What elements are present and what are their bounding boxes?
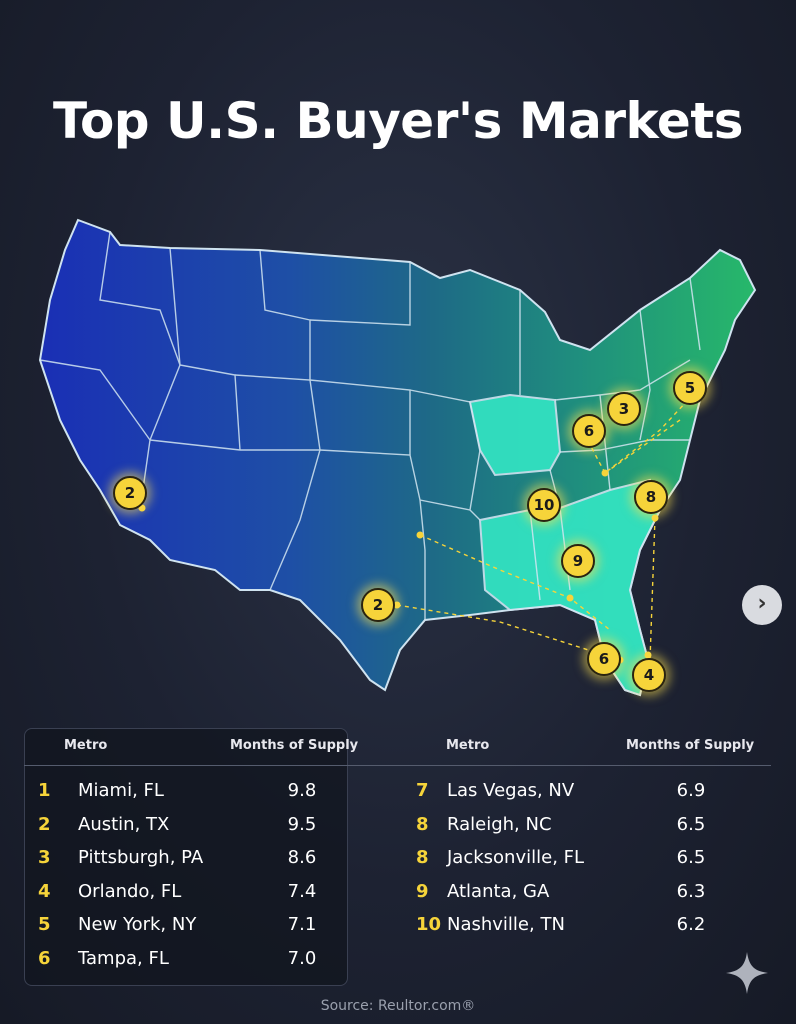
us-map-graphic xyxy=(38,218,757,697)
chevron-right-icon: › xyxy=(757,591,767,616)
supply-value: 6.2 xyxy=(676,914,706,935)
metro-name: New York, NY xyxy=(78,914,197,935)
metro-name: Miami, FL xyxy=(78,780,164,801)
table-row: 5 New York, NY 7.1 xyxy=(38,911,338,939)
table-row: 8 Jacksonville, FL 6.5 xyxy=(416,844,756,872)
metro-name: Pittsburgh, PA xyxy=(78,847,204,868)
table-row: 10 Nashville, TN 6.2 xyxy=(416,911,756,939)
table-row: 8 Raleigh, NC 6.5 xyxy=(416,811,756,839)
supply-value: 6.5 xyxy=(676,847,706,868)
map-badge-new-york: 5 xyxy=(673,371,707,405)
rank: 8 xyxy=(416,814,429,835)
metro-name: Nashville, TN xyxy=(447,914,565,935)
supply-value: 8.6 xyxy=(287,847,317,868)
table-row: 2 Austin, TX 9.5 xyxy=(38,811,338,839)
table-row: 3 Pittsburgh, PA 8.6 xyxy=(38,844,338,872)
col-header-supply-left: Months of Supply xyxy=(230,738,359,753)
rank: 1 xyxy=(38,780,51,801)
col-header-supply-right: Months of Supply xyxy=(626,738,755,753)
metro-name: Orlando, FL xyxy=(78,881,182,902)
metro-name: Atlanta, GA xyxy=(447,881,550,902)
rank: 2 xyxy=(38,814,51,835)
map-badge-austin: 2 xyxy=(361,588,395,622)
metro-name: Jacksonville, FL xyxy=(447,847,585,868)
table-row: 1 Miami, FL 9.8 xyxy=(38,777,338,805)
table-row: 9 Atlanta, GA 6.3 xyxy=(416,878,756,906)
metro-name: Las Vegas, NV xyxy=(447,780,575,801)
table-left-panel xyxy=(24,728,348,986)
supply-value: 6.9 xyxy=(676,780,706,801)
map-badge-raleigh: 8 xyxy=(634,480,668,514)
supply-value: 7.1 xyxy=(287,914,317,935)
map-badge-nashville: 10 xyxy=(527,488,561,522)
map-badge-orlando: 4 xyxy=(632,658,666,692)
supply-value: 7.0 xyxy=(287,948,317,969)
metro-name: Tampa, FL xyxy=(78,948,169,969)
sparkle-icon xyxy=(726,952,768,994)
map-badge-tampa: 6 xyxy=(587,642,621,676)
table-header-divider xyxy=(24,765,771,766)
map-badge-las-vegas: 2 xyxy=(113,476,147,510)
map-badge-atlanta: 9 xyxy=(561,544,595,578)
map-badge-pittsburgh: 3 xyxy=(607,392,641,426)
rank: 9 xyxy=(416,881,429,902)
page-title: Top U.S. Buyer's Markets xyxy=(52,92,744,150)
metro-name: Raleigh, NC xyxy=(447,814,552,835)
rank: 8 xyxy=(416,847,429,868)
metro-name: Austin, TX xyxy=(78,814,170,835)
rank: 10 xyxy=(416,914,442,935)
map-badge-cincinnati: 6 xyxy=(572,414,606,448)
rank: 4 xyxy=(38,881,51,902)
supply-value: 6.3 xyxy=(676,881,706,902)
supply-value: 9.5 xyxy=(287,814,317,835)
col-header-metro-left: Metro xyxy=(64,738,108,753)
next-slide-button[interactable]: › xyxy=(742,585,782,625)
midwest-highlight xyxy=(468,393,562,477)
col-header-metro-right: Metro xyxy=(446,738,490,753)
source-credit: Source: Reultor.com® xyxy=(320,998,476,1014)
table-row: 4 Orlando, FL 7.4 xyxy=(38,878,338,906)
supply-value: 7.4 xyxy=(287,881,317,902)
us-map: 2 2 3 5 6 10 8 9 6 4 xyxy=(0,190,796,720)
rank: 5 xyxy=(38,914,51,935)
supply-value: 6.5 xyxy=(676,814,706,835)
table-row: 7 Las Vegas, NV 6.9 xyxy=(416,777,756,805)
rank: 3 xyxy=(38,847,51,868)
supply-value: 9.8 xyxy=(287,780,317,801)
table-row: 6 Tampa, FL 7.0 xyxy=(38,945,338,973)
connector-lines xyxy=(396,399,689,661)
rank: 7 xyxy=(416,780,429,801)
rank: 6 xyxy=(38,948,51,969)
